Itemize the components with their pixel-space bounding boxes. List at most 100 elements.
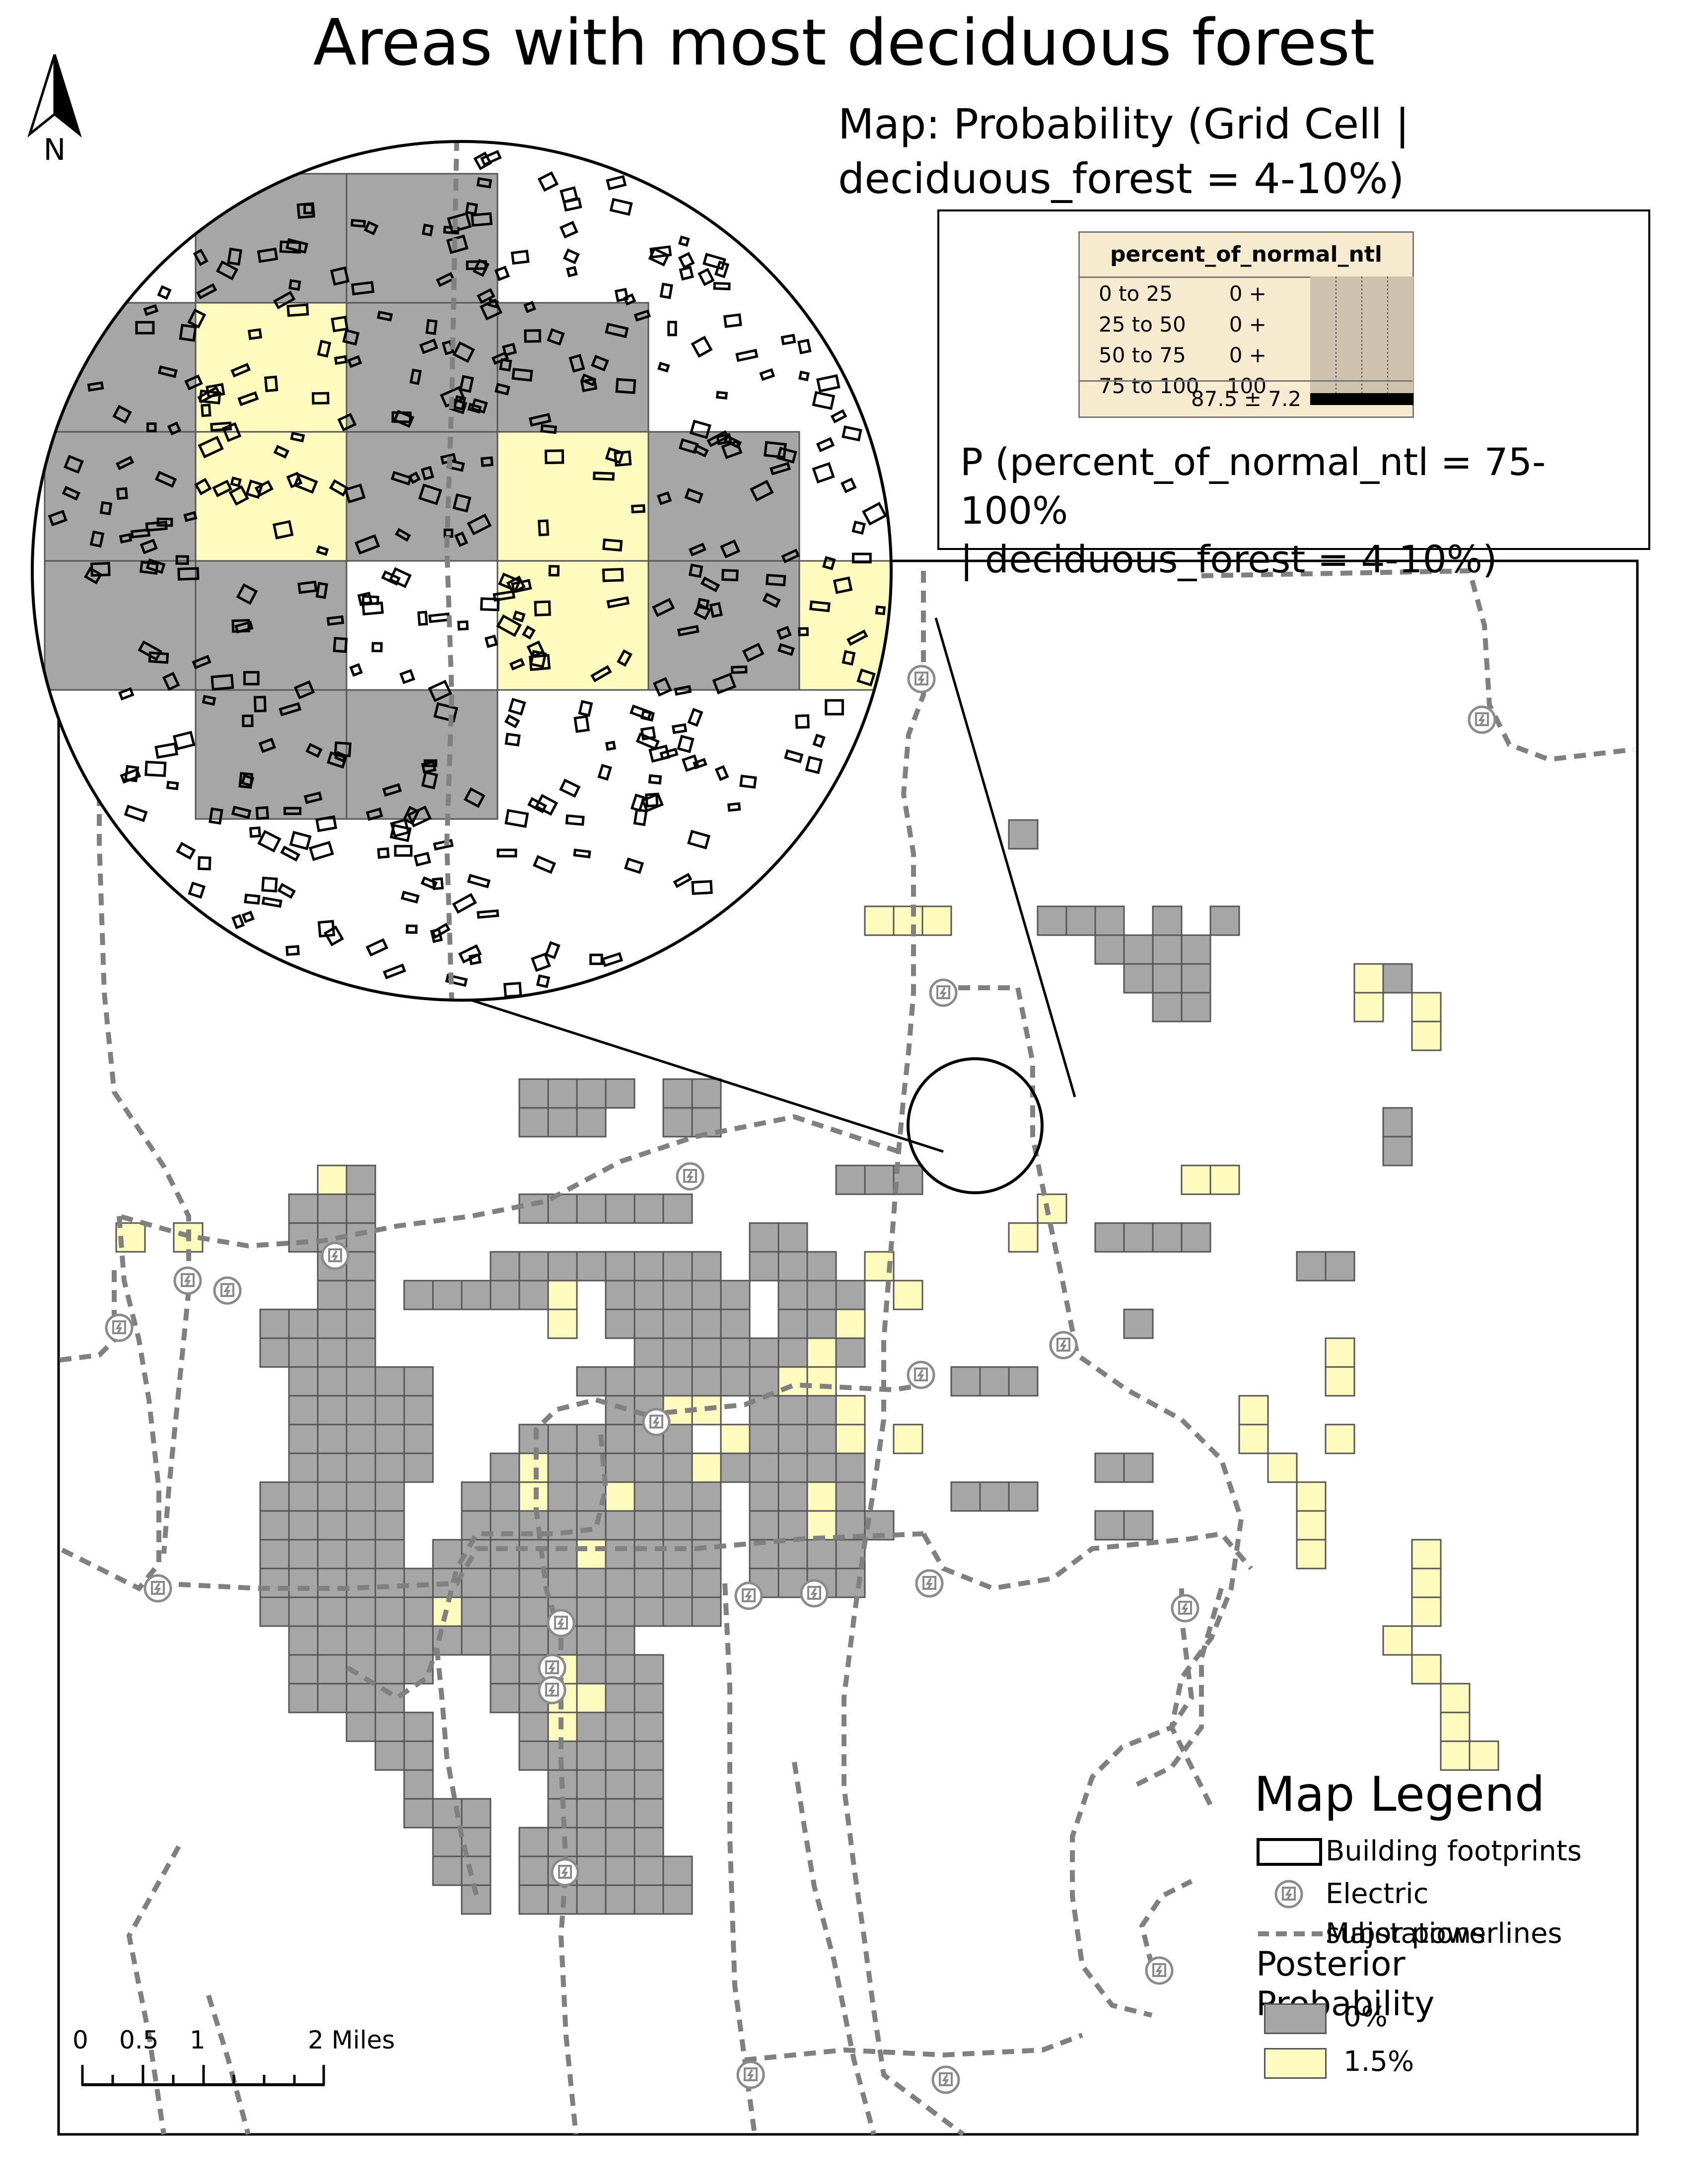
building-footprint — [545, 941, 561, 959]
grid-cell-low — [633, 1827, 664, 1857]
grid-cell-low — [490, 1539, 520, 1570]
grid-cell-low — [1152, 963, 1183, 994]
building-footprint — [723, 434, 742, 449]
grid-cell-high — [798, 560, 891, 691]
scale-label: 0 — [72, 2026, 88, 2054]
building-footprint — [89, 530, 105, 548]
electric-substation-icon — [1256, 1874, 1326, 1914]
building-footprint — [454, 531, 468, 547]
building-footprint — [842, 650, 856, 666]
electric-substation-icon — [548, 1610, 574, 1636]
building-footprint — [471, 212, 493, 227]
building-footprint — [465, 202, 478, 215]
grid-cell-low — [576, 1596, 607, 1627]
grid-cell-low — [288, 1510, 319, 1541]
grid-cell-low — [691, 1308, 722, 1339]
building-footprint — [580, 377, 598, 393]
grid-cell-low — [432, 1539, 463, 1570]
electric-substation-icon — [1051, 1332, 1076, 1358]
building-footprint — [524, 329, 542, 343]
building-footprint — [422, 223, 434, 237]
map-subtitle-line1: Map: Probability (Grid Cell | — [838, 100, 1409, 148]
grid-cell-low — [374, 1395, 405, 1426]
scale-label: 0.5 — [119, 2026, 159, 2054]
building-footprint — [297, 580, 318, 594]
grid-cell-high — [1411, 1021, 1442, 1051]
building-footprint — [721, 569, 739, 582]
building-footprint — [177, 567, 200, 581]
grid-cell-low — [835, 1452, 866, 1483]
powerline — [645, 1382, 924, 1417]
posterior-query-line2: | deciduous_forest = 4-10%) — [960, 537, 1497, 581]
building-footprint — [510, 250, 530, 265]
grid-cell-low — [547, 1568, 578, 1598]
building-footprint — [590, 665, 612, 682]
building-footprint — [289, 830, 312, 850]
building-footprint — [326, 615, 345, 626]
grid-cell-low — [518, 1740, 549, 1771]
grid-cell-low — [288, 1452, 319, 1483]
grid-cell-low — [518, 1251, 549, 1282]
grid-cell-low — [490, 1452, 520, 1483]
building-footprint — [630, 704, 652, 721]
building-footprint — [565, 814, 585, 826]
building-footprint — [261, 896, 282, 908]
grid-cell-low — [490, 1251, 520, 1282]
building-footprint — [130, 528, 150, 539]
grid-cell-low — [576, 1654, 607, 1685]
grid-cell-low — [662, 1481, 693, 1512]
building-footprint — [342, 329, 360, 346]
building-footprint — [648, 774, 662, 785]
building-footprint — [395, 528, 412, 542]
grid-cell-low — [1094, 934, 1125, 965]
building-footprint — [176, 841, 196, 860]
building-footprint — [62, 485, 80, 501]
building-footprint — [606, 175, 627, 191]
grid-cell-low — [633, 1683, 664, 1713]
grid-cell-low — [317, 1683, 348, 1713]
electric-substation-icon — [677, 1163, 703, 1189]
grid-cell-low — [691, 1280, 722, 1310]
building-footprint — [656, 491, 672, 505]
grid-cell-low — [576, 1366, 607, 1397]
north-arrow-icon — [27, 54, 82, 138]
grid-cell-high — [806, 1481, 837, 1512]
grid-cell-low — [288, 1222, 319, 1253]
grid-cell-low — [288, 1683, 319, 1713]
grid-cell-low — [605, 1193, 635, 1224]
building-footprint — [688, 543, 706, 556]
grid-cell-high — [893, 1280, 923, 1310]
powerline — [558, 1638, 578, 2135]
grid-cell-low — [44, 431, 197, 562]
building-footprint — [399, 669, 416, 684]
building-footprint — [286, 472, 303, 488]
grid-cell-low — [979, 1366, 1010, 1397]
grid-cell-low — [835, 1280, 866, 1310]
grid-cell-high — [576, 1683, 607, 1713]
building-footprint — [727, 802, 741, 812]
grid-cell-low — [1123, 963, 1154, 994]
powerline — [59, 1266, 117, 1363]
building-footprint — [606, 596, 630, 609]
grid-cell-high — [893, 905, 923, 936]
grid-cell-high — [1238, 1395, 1269, 1426]
building-footprint — [303, 791, 323, 804]
grid-cell-high — [1325, 1424, 1355, 1454]
grid-cell-low — [44, 302, 197, 433]
scale-bar: 0 0.5 1 2 Miles — [70, 2025, 427, 2105]
building-footprint — [712, 673, 737, 694]
building-footprint — [193, 249, 209, 267]
building-footprint — [687, 708, 703, 727]
grid-cell-low — [1094, 1510, 1125, 1541]
grid-cell-low — [835, 1568, 866, 1598]
state-label: 75 to 100 — [1099, 374, 1199, 398]
building-footprint — [678, 252, 695, 269]
grid-cell-low — [605, 1884, 635, 1915]
grid-cell-low — [547, 1424, 578, 1454]
grid-cell-low — [662, 1107, 693, 1138]
grid-cell-low — [777, 1424, 808, 1454]
grid-cell-low — [576, 1769, 607, 1800]
building-footprint — [809, 600, 831, 613]
electric-substation-icon — [909, 666, 934, 692]
legend-label: 1.5% — [1343, 2046, 1414, 2078]
